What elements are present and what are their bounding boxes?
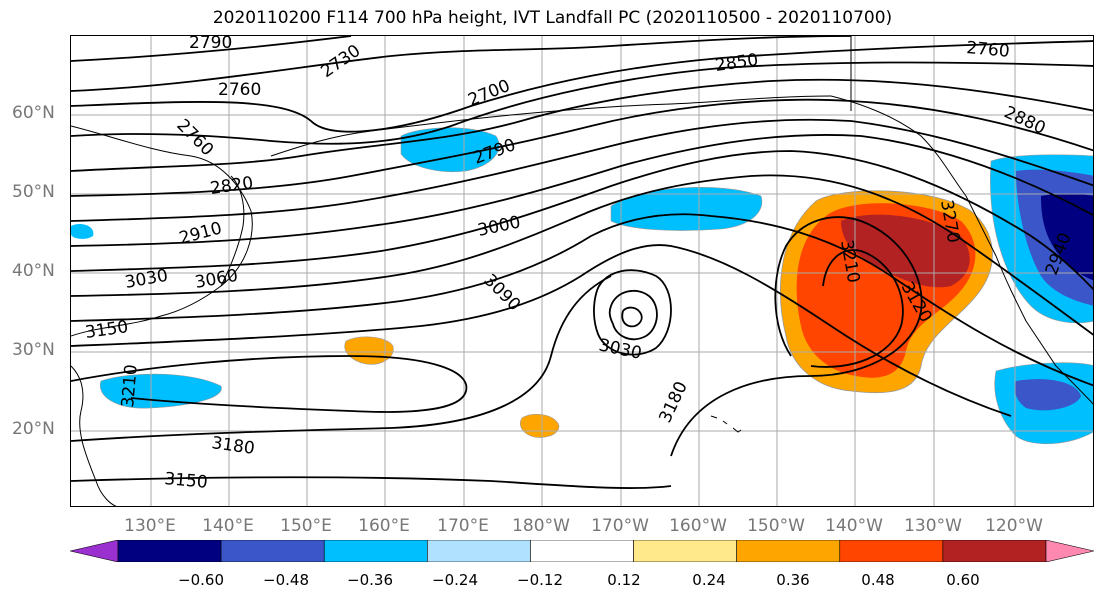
contour-label: 2760 [218,80,261,100]
lat-label-20n: 20°N [12,419,55,439]
colorbar-cell [427,540,531,562]
lon-label-130w: 130°W [904,516,962,536]
colorbar-cell [1045,540,1094,562]
lon-label-170e: 170°E [437,516,489,536]
contour-label: 3210 [118,364,142,409]
colorbar [70,540,1094,562]
contour-label: 3000 [476,212,522,241]
contour-label: 2700 [465,76,513,111]
colorbar-cell [633,540,737,562]
contour-label: 3180 [655,378,691,426]
lat-label-40n: 40°N [12,261,55,281]
map-panel: 2790 2730 2760 2700 2850 2760 2760 2880 … [70,35,1094,507]
colorbar-tick: −0.24 [432,571,478,589]
lon-label-150e: 150°E [280,516,332,536]
lon-label-130e: 130°E [124,516,176,536]
negative-ivt-area [610,186,763,231]
contour-label: 2760 [172,115,217,160]
colorbar-cell [323,540,428,562]
contour-label: 2760 [966,38,1011,62]
lon-label-140w: 140°W [825,516,883,536]
colorbar-cell [839,540,944,562]
colorbar-cell [736,540,841,562]
lon-label-170w: 170°W [591,516,649,536]
colorbar-cell [220,540,325,562]
colorbar-tick: 0.12 [607,571,641,589]
colorbar-cell [942,540,1047,562]
colorbar-cell [70,540,119,562]
lat-label-30n: 30°N [12,340,55,360]
lon-label-180w: 180°W [512,516,570,536]
colorbar-tick: 0.36 [776,571,810,589]
contour-label: 3060 [193,266,239,293]
lon-label-150w: 150°W [747,516,805,536]
colorbar-tick: −0.60 [178,571,224,589]
colorbar-cell [117,540,222,562]
lat-label-60n: 60°N [12,103,55,123]
lat-label-50n: 50°N [12,182,55,202]
lon-label-140e: 140°E [202,516,254,536]
colorbar-tick: −0.12 [517,571,563,589]
positive-ivt-patch [344,336,394,365]
gridlines [71,36,1093,506]
colorbar-tick: 0.24 [692,571,726,589]
contour-label: 2790 [189,36,232,53]
colorbar-tick: −0.36 [347,571,393,589]
colorbar-tick: −0.48 [263,571,309,589]
lon-label-160w: 160°W [669,516,727,536]
contour-label: 2730 [317,41,364,82]
contour-label: 2880 [1001,102,1049,138]
contour-label: 2910 [177,218,224,249]
colorbar-cell [530,540,634,562]
contour-label: 3180 [210,433,256,459]
contour-label: 3150 [164,469,209,493]
lon-label-120w: 120°W [985,516,1043,536]
contour-label: 2850 [714,50,760,76]
map-title: 2020110200 F114 700 hPa height, IVT Land… [212,8,893,28]
lon-label-160e: 160°E [358,516,410,536]
height-contours [71,36,1093,489]
colorbar-tick: 0.48 [861,571,895,589]
colorbar-tick: 0.60 [946,571,980,589]
contour-label: 2820 [209,173,255,199]
